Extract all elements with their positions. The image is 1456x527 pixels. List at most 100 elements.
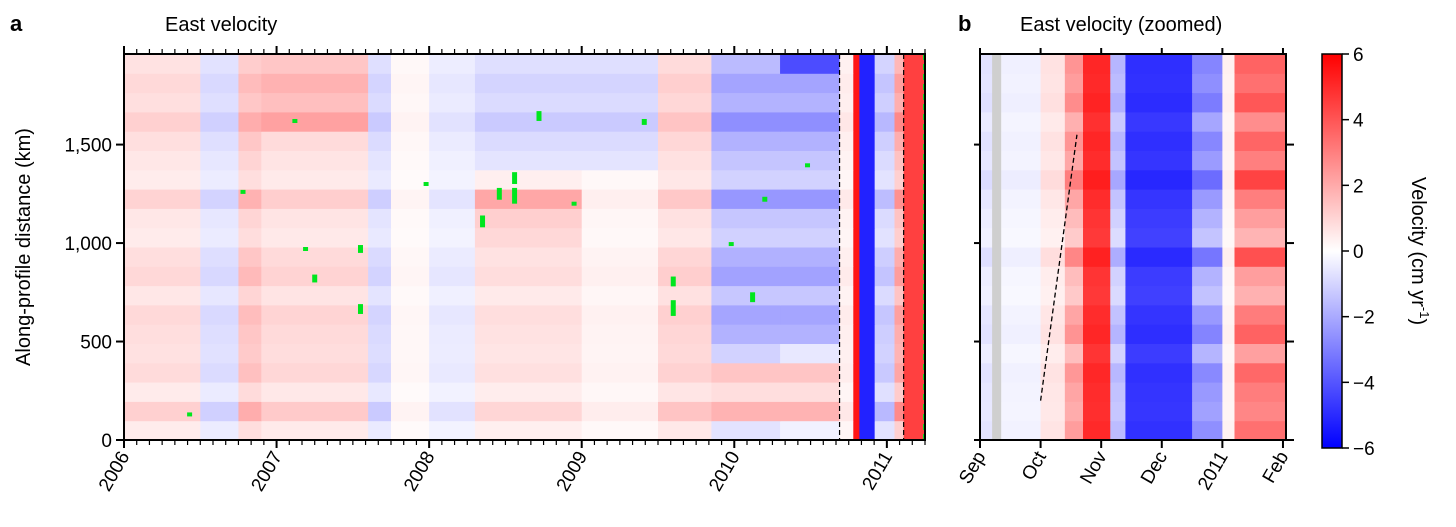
heatmap-cell	[1110, 131, 1126, 151]
heatmap-cell	[903, 343, 925, 364]
heatmap-cell	[474, 362, 583, 383]
heatmap-cell	[1040, 169, 1066, 190]
heatmap-cell	[1222, 266, 1235, 287]
heatmap-cell	[1125, 285, 1193, 306]
heatmap-cell	[780, 382, 841, 402]
heatmap-cell	[261, 208, 369, 229]
heatmap-cell	[1040, 227, 1066, 248]
heatmap-cell	[1001, 73, 1042, 94]
heatmap-cell	[238, 285, 262, 306]
data-gap-marker	[750, 292, 756, 303]
heatmap-cell	[894, 92, 905, 113]
heatmap-cell	[894, 304, 905, 325]
heatmap-cell	[1234, 362, 1286, 383]
heatmap-cell	[1222, 169, 1235, 190]
heatmap-cell	[261, 150, 369, 171]
heatmap-cell	[780, 150, 841, 171]
heatmap-cell	[894, 169, 905, 190]
heatmap-cell	[711, 208, 781, 229]
heatmap-cell	[903, 208, 925, 229]
heatmap-cell	[711, 247, 781, 267]
heatmap-cell	[368, 92, 392, 113]
heatmap-cell	[1192, 73, 1223, 94]
heatmap-cell	[859, 343, 876, 364]
heatmap-cell	[658, 208, 712, 229]
heatmap-cell	[874, 54, 895, 74]
heatmap-cell	[124, 420, 201, 440]
heatmap-cell	[429, 324, 476, 344]
heatmap-cell	[238, 266, 262, 287]
heatmap-cell	[1064, 401, 1084, 422]
heatmap-cell	[238, 131, 262, 151]
heatmap-cell	[839, 304, 854, 325]
panel-b-heatmap	[980, 54, 1286, 440]
heatmap-cell	[200, 247, 239, 267]
x-tick-label: Sep	[955, 448, 990, 488]
heatmap-cell	[238, 420, 262, 440]
data-gap-marker	[512, 187, 518, 204]
heatmap-cell	[124, 362, 201, 383]
heatmap-cell	[859, 150, 876, 171]
heatmap-cell	[1125, 343, 1193, 364]
heatmap-cell	[874, 382, 895, 402]
heatmap-cell	[903, 382, 925, 402]
heatmap-cell	[1192, 401, 1223, 422]
panel-b-overlays	[992, 54, 1078, 440]
heatmap-cell	[1040, 401, 1066, 422]
heatmap-cell	[261, 343, 369, 364]
heatmap-cell	[859, 54, 876, 74]
heatmap-cell	[903, 324, 925, 344]
heatmap-cell	[429, 131, 476, 151]
heatmap-cell	[980, 169, 993, 190]
heatmap-cell	[658, 189, 712, 209]
heatmap-cell	[1222, 382, 1235, 402]
heatmap-cell	[474, 420, 583, 440]
heatmap-cell	[1234, 111, 1286, 132]
heatmap-cell	[1192, 247, 1223, 267]
heatmap-cell	[200, 169, 239, 190]
heatmap-cell	[894, 73, 905, 94]
heatmap-cell	[581, 92, 659, 113]
data-gap-marker	[571, 201, 577, 206]
heatmap-cell	[429, 169, 476, 190]
heatmap-cell	[1064, 73, 1084, 94]
heatmap-cell	[238, 111, 262, 132]
heatmap-cell	[980, 54, 993, 74]
heatmap-cell	[874, 324, 895, 344]
heatmap-cell	[1222, 420, 1235, 440]
heatmap-cell	[853, 169, 860, 190]
heatmap-cell	[368, 111, 392, 132]
heatmap-cell	[1222, 131, 1235, 151]
heatmap-cell	[261, 324, 369, 344]
heatmap-cell	[391, 304, 430, 325]
heatmap-cell	[780, 324, 841, 344]
heatmap-cell	[1083, 382, 1111, 402]
heatmap-cell	[859, 111, 876, 132]
heatmap-cell	[474, 247, 583, 267]
colorbar-tick-label: 4	[1353, 111, 1364, 132]
heatmap-cell	[1192, 111, 1223, 132]
heatmap-cell	[894, 382, 905, 402]
heatmap-cell	[391, 401, 430, 422]
heatmap-cell	[711, 324, 781, 344]
heatmap-cell	[474, 92, 583, 113]
heatmap-cell	[1083, 150, 1111, 171]
heatmap-cell	[980, 266, 993, 287]
heatmap-cell	[1234, 150, 1286, 171]
heatmap-cell	[1192, 382, 1223, 402]
heatmap-cell	[859, 382, 876, 402]
heatmap-cell	[780, 343, 841, 364]
heatmap-cell	[780, 304, 841, 325]
heatmap-cell	[980, 401, 993, 422]
heatmap-cell	[711, 343, 781, 364]
heatmap-cell	[1192, 266, 1223, 287]
data-gap-marker	[762, 196, 768, 202]
data-gap-marker	[357, 304, 363, 314]
heatmap-cell	[1234, 266, 1286, 287]
heatmap-cell	[980, 131, 993, 151]
heatmap-cell	[391, 247, 430, 267]
heatmap-cell	[1110, 111, 1126, 132]
heatmap-cell	[1083, 420, 1111, 440]
heatmap-cell	[474, 150, 583, 171]
heatmap-cell	[474, 131, 583, 151]
